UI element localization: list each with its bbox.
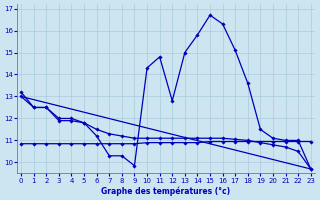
- X-axis label: Graphe des températures (°c): Graphe des températures (°c): [101, 186, 230, 196]
